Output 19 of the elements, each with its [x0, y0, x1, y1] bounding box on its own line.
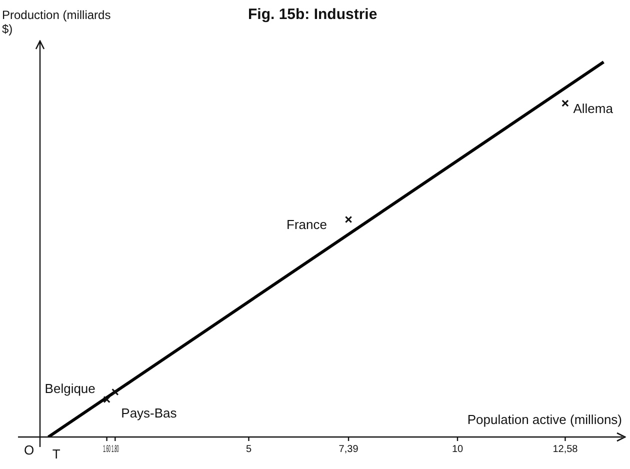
x-axis-title: Population active (millions) [467, 412, 622, 427]
x-tick-label: 5 [246, 444, 252, 455]
annotation: France [286, 217, 327, 232]
point [562, 100, 569, 107]
annotation: Belgique [44, 381, 96, 396]
x-tick-label: 12,58 [552, 444, 578, 455]
x-tick-label: 7,39 [338, 444, 359, 455]
point [112, 388, 119, 396]
chart-title: Fig. 15b: Industrie [248, 6, 378, 23]
annotation: T [52, 446, 60, 462]
x-tick-label: 10 [452, 444, 464, 455]
point [344, 216, 352, 224]
y-axis-title: Production (milliards $) [2, 8, 112, 36]
annotation: Allema [573, 100, 614, 116]
x-tick-label: 1.60 [103, 442, 110, 454]
point [103, 396, 110, 404]
text: O [24, 442, 34, 458]
annotation: Pays-Bas [121, 406, 178, 421]
x-tick-label: 1.80 [111, 442, 119, 454]
